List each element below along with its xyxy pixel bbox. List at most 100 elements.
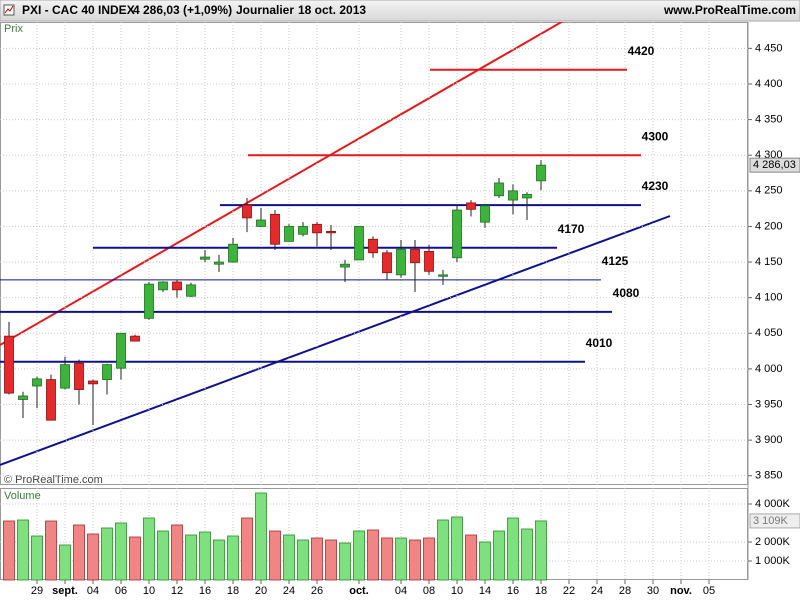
candle-body <box>242 204 252 219</box>
x-tick-label: 10 <box>451 585 463 597</box>
volume-bar <box>269 530 281 581</box>
level-label: 4080 <box>613 286 640 300</box>
candle-body <box>88 380 98 385</box>
level-label: 4230 <box>642 179 669 193</box>
candle-body <box>186 284 196 297</box>
volume-bar <box>59 544 71 581</box>
y-tick-label: 4 150 <box>755 256 783 268</box>
candle-body <box>284 226 294 242</box>
x-tick-label: 16 <box>507 585 519 597</box>
candle-body <box>172 281 182 291</box>
volume-bar <box>157 530 169 581</box>
volume-bar <box>381 537 393 581</box>
volume-bar <box>451 516 463 581</box>
y-tick-label: 3 950 <box>755 398 783 410</box>
volume-bar <box>101 527 113 581</box>
x-tick-label: 24 <box>283 585 295 597</box>
volume-panel-label: Volume <box>4 490 41 502</box>
volume-bar <box>17 519 29 581</box>
volume-bar <box>255 492 267 581</box>
candle-body <box>480 205 490 223</box>
volume-bar <box>493 530 505 581</box>
y-tick-label: 4 200 <box>755 220 783 232</box>
x-tick-label: 04 <box>395 585 407 597</box>
candle-body <box>508 190 518 201</box>
volume-bar <box>395 537 407 581</box>
candle-body <box>410 248 420 264</box>
volume-bar <box>339 542 351 581</box>
level-label: 4420 <box>628 44 655 58</box>
x-tick-label: 10 <box>143 585 155 597</box>
candle-body <box>312 223 322 234</box>
last-volume-label: 3 109K <box>753 515 789 527</box>
header-icon-line <box>4 5 14 14</box>
volume-bar <box>437 519 449 581</box>
candle-body <box>102 364 112 380</box>
x-tick-label: 12 <box>171 585 183 597</box>
candle-body <box>466 202 476 210</box>
y-tick-label: 4 350 <box>755 113 783 125</box>
candle-body <box>340 263 350 268</box>
volume-bar <box>535 520 547 581</box>
header-site[interactable]: www.ProRealTime.com <box>663 3 796 17</box>
candle-body <box>32 378 42 387</box>
last-price-box <box>749 157 800 173</box>
candle-body <box>130 335 140 342</box>
x-tick-label: oct. <box>349 585 369 597</box>
candle-body <box>46 379 56 421</box>
x-tick-label: 06 <box>115 585 127 597</box>
header-quote: 4 286,03 (+1,09%) <box>133 3 232 17</box>
level-label: 4125 <box>602 254 629 268</box>
candle-body <box>354 226 364 261</box>
y-tick-label: 4 100 <box>755 292 783 304</box>
candle-body <box>158 281 168 291</box>
x-tick-label: 30 <box>647 585 659 597</box>
volume-bar <box>423 537 435 581</box>
volume-bar <box>297 539 309 581</box>
y-tick-label: 4 000 <box>755 363 783 375</box>
volume-bar <box>185 534 197 581</box>
copyright: © ProRealTime.com <box>4 474 103 486</box>
volume-bar <box>171 524 183 581</box>
volume-bar <box>311 537 323 581</box>
candle-body <box>4 335 14 394</box>
volume-bar <box>199 531 211 581</box>
volume-bar <box>45 520 57 581</box>
header-date: 18 oct. 2013 <box>298 3 366 17</box>
x-tick-label: 26 <box>311 585 323 597</box>
candle-body <box>326 231 336 234</box>
candle-body <box>368 238 378 254</box>
header-title: PXI - CAC 40 INDEX <box>22 3 135 17</box>
x-tick-label: 08 <box>423 585 435 597</box>
x-tick-label: 20 <box>255 585 267 597</box>
y2-tick-label: 2 000K <box>755 536 791 548</box>
y2-tick-label: 1 000K <box>755 555 791 567</box>
y-tick-label: 3 850 <box>755 470 783 482</box>
volume-bar <box>87 533 99 581</box>
y-tick-label: 4 250 <box>755 185 783 197</box>
volume-bar <box>507 517 519 581</box>
candle-body <box>438 274 448 277</box>
volume-bar <box>31 535 43 581</box>
x-tick-label: 24 <box>591 585 603 597</box>
volume-bar <box>213 539 225 581</box>
x-tick-label: 18 <box>535 585 547 597</box>
candle-body <box>256 219 266 227</box>
candle-body <box>60 364 70 389</box>
trendline <box>0 215 671 466</box>
volume-bar <box>283 534 295 581</box>
candle-body <box>270 213 280 245</box>
last-volume-box <box>749 513 800 529</box>
x-tick-label: 29 <box>31 585 43 597</box>
x-tick-label: 22 <box>563 585 575 597</box>
candle-body <box>200 256 210 260</box>
candle-body <box>298 226 308 235</box>
x-tick-label: nov. <box>670 585 692 597</box>
header-bar <box>0 0 800 22</box>
volume-bar <box>241 517 253 581</box>
volume-bar <box>115 522 127 581</box>
x-tick-label: 05 <box>703 585 715 597</box>
x-tick-label: 14 <box>479 585 491 597</box>
